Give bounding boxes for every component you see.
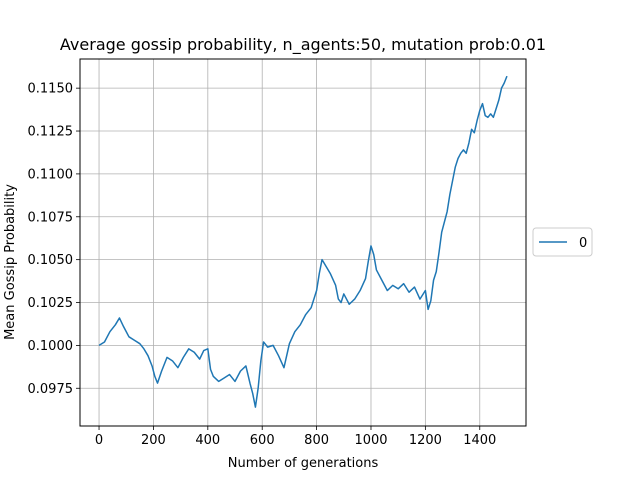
y-tick-label: 0.1125 [28, 125, 74, 140]
x-tick-label: 800 [304, 433, 329, 448]
x-tick-label: 1400 [463, 433, 496, 448]
y-tick-label: 0.1000 [28, 339, 74, 354]
chart-title: Average gossip probability, n_agents:50,… [60, 35, 546, 55]
grid [80, 59, 526, 426]
x-tick-label: 200 [141, 433, 166, 448]
x-tick-label: 400 [195, 433, 220, 448]
x-axis-label: Number of generations [228, 456, 379, 471]
y-tick-label: 0.0975 [28, 382, 74, 397]
plot-area [98, 75, 508, 408]
axes-frame [79, 58, 527, 427]
x-tick-label: 1200 [409, 433, 442, 448]
legend-entry-label: 0 [579, 236, 587, 251]
x-axis: 0 200 400 600 800 1000 1200 1400 [95, 426, 496, 448]
y-tick-label: 0.1075 [28, 210, 74, 225]
legend: 0 [532, 227, 593, 257]
y-axis: 0.0975 0.1000 0.1025 0.1050 0.1075 0.1100 0.11… [28, 82, 80, 397]
y-axis-label: Mean Gossip Probability [3, 184, 18, 340]
series-line-0 [98, 75, 508, 408]
x-tick-label: 1000 [354, 433, 387, 448]
y-tick-label: 0.1150 [28, 82, 74, 97]
x-tick-label: 600 [250, 433, 275, 448]
y-tick-label: 0.1050 [28, 253, 74, 268]
y-tick-label: 0.1025 [28, 296, 74, 311]
y-tick-label: 0.1100 [28, 167, 74, 182]
x-tick-label: 0 [95, 433, 103, 448]
